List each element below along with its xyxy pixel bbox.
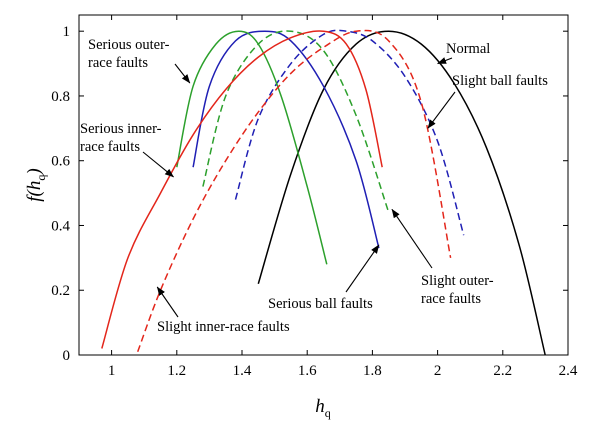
annotations: Serious outer-race faults Serious inner-r…: [80, 37, 548, 335]
y-axis-title-main: f(h: [24, 181, 45, 202]
series-line-slight-inner-race-faults: [136, 29, 452, 353]
annotation-arrow: [427, 91, 456, 129]
series-group: [101, 29, 546, 356]
x-axis-title-main: h: [315, 396, 325, 417]
series-line-slight-ball-faults: [234, 29, 465, 236]
series-line-serious-outer-race-faults: [176, 30, 328, 265]
x-tick-label: 1.8: [363, 363, 382, 379]
annotation-label: Slight inner-race faults: [157, 319, 290, 335]
x-tick-label: 2: [434, 363, 442, 379]
annotation-label: Normal: [446, 41, 490, 57]
annotation-label: Slight outer-race faults: [421, 273, 494, 307]
series-line-serious-inner-race-faults: [101, 30, 383, 349]
annotation-label: Serious inner-race faults: [80, 121, 162, 155]
series-line-serious-ball-faults: [192, 30, 380, 249]
x-tick-label: 2.2: [493, 363, 512, 379]
annotation-arrow: [437, 57, 453, 65]
series-line-slight-outer-race-faults: [202, 30, 390, 213]
x-tick-label: 1.4: [233, 363, 252, 379]
annotation-arrow: [142, 151, 174, 178]
y-tick-label: 0.4: [51, 218, 70, 234]
annotation-label: Slight ball faults: [452, 73, 548, 89]
y-axis-title: f(hq): [24, 168, 48, 201]
annotation-label: Serious outer-race faults: [88, 37, 170, 71]
x-tick-label: 1.6: [298, 363, 317, 379]
y-tick-label: 0.6: [51, 154, 70, 170]
y-tick-label: 0: [63, 348, 71, 364]
y-axis-title-sub: q: [34, 175, 48, 181]
x-tick-label: 1.2: [167, 363, 186, 379]
x-tick-label: 2.4: [559, 363, 578, 379]
x-axis-title: hq: [315, 396, 331, 420]
annotation-arrow: [174, 63, 191, 84]
annotation-label: Serious ball faults: [268, 296, 373, 312]
x-axis-title-sub: q: [325, 406, 331, 420]
series-line-normal: [257, 30, 546, 356]
y-tick-label: 1: [63, 24, 71, 40]
ticks: 1 1.2 1.4 1.6 1.8 2 2.2 2.4 0 0.2 0.4 0.6 0.8 1: [51, 15, 578, 379]
plot-frame: [78, 14, 569, 356]
y-tick-label: 0.2: [51, 283, 70, 299]
x-tick-label: 1: [108, 363, 116, 379]
annotation-arrow: [391, 208, 433, 269]
y-tick-label: 0.8: [51, 89, 70, 105]
annotation-arrow: [345, 244, 380, 293]
y-axis-title-close: ): [24, 168, 45, 175]
annotation-arrow: [156, 286, 179, 318]
